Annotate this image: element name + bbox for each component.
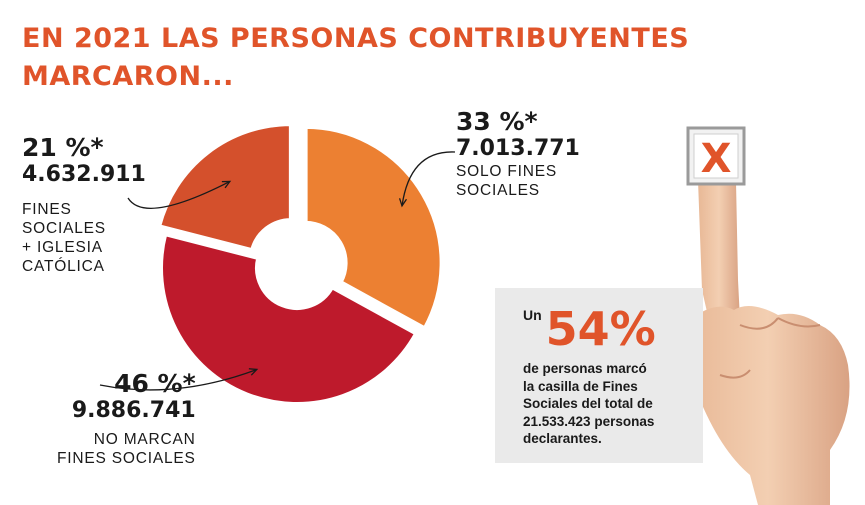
callout-box: Un54% de personas marcó la casilla de Fi… <box>495 288 703 463</box>
page-title: EN 2021 LAS PERSONAS CONTRIBUYENTES MARC… <box>22 20 722 96</box>
title-line-2: MARCARON... <box>22 61 234 92</box>
donut-slice-0 <box>303 124 444 331</box>
callout-text-line: Sociales del total de <box>523 396 653 411</box>
title-line-1: EN 2021 LAS PERSONAS CONTRIBUYENTES <box>22 23 690 54</box>
label-arrowhead-1 <box>248 368 259 376</box>
callout-prefix: Un <box>523 307 542 323</box>
hand-shape <box>686 306 850 505</box>
slice-count-label: 9.886.741 <box>71 398 196 423</box>
callout-text-line: de personas marcó <box>523 361 647 376</box>
slice-count-label: 7.013.771 <box>456 136 580 161</box>
finger-shape <box>698 160 740 325</box>
callout-headline: Un54% <box>523 302 656 356</box>
checkbox-x-mark: X <box>701 136 732 182</box>
slice-description-line: CATÓLICA <box>22 258 105 275</box>
label-arrow-1 <box>99 368 258 391</box>
callout-text-line: 21.533.423 personas <box>523 413 655 429</box>
slice-description-line: FINES SOCIALES <box>57 450 196 467</box>
label-arrow-0 <box>401 151 456 206</box>
label-no-marcan: 46 %* 9.886.741 NO MARCAN FINES SOCIALES <box>57 370 196 468</box>
label-arrowhead-0 <box>398 198 408 208</box>
label-solo-fines-sociales: 33 %* 7.013.771 SOLO FINES SOCIALES <box>456 108 580 200</box>
label-arrows <box>99 151 456 391</box>
slice-description: FINES SOCIALES + IGLESIA CATÓLICA <box>22 200 146 276</box>
slice-description: NO MARCAN FINES SOCIALES <box>57 430 196 468</box>
slice-description-line: + IGLESIA <box>22 239 103 256</box>
callout-value: 54% <box>545 302 656 356</box>
knuckle-line <box>719 317 821 379</box>
slice-count-label: 4.632.911 <box>22 162 146 187</box>
label-fines-sociales-iglesia: 21 %* 4.632.911 FINES SOCIALES + IGLESIA… <box>22 134 146 276</box>
donut-slice-1 <box>159 232 419 406</box>
slice-description-line: SOCIALES <box>456 182 540 199</box>
slice-description-line: NO MARCAN <box>93 431 196 448</box>
callout-text-line: la casilla de Fines <box>523 378 638 394</box>
pointing-hand-illustration: X <box>686 126 850 505</box>
label-arrowhead-2 <box>221 180 232 189</box>
slice-percent-label: 33 %* <box>456 107 538 136</box>
slice-description-line: SOCIALES <box>22 220 106 237</box>
slice-description-line: SOLO FINES <box>456 163 558 180</box>
callout-text: de personas marcó la casilla de Fines So… <box>523 360 699 448</box>
slice-percent-label: 21 %* <box>22 133 104 162</box>
label-arrow-2 <box>127 180 231 209</box>
callout-text-line: declarantes. <box>523 431 602 446</box>
slice-percent-label: 46 %* <box>114 369 196 398</box>
slice-description: SOLO FINES SOCIALES <box>456 162 580 200</box>
slice-description-line: FINES <box>22 201 72 218</box>
donut-slices <box>157 122 444 406</box>
